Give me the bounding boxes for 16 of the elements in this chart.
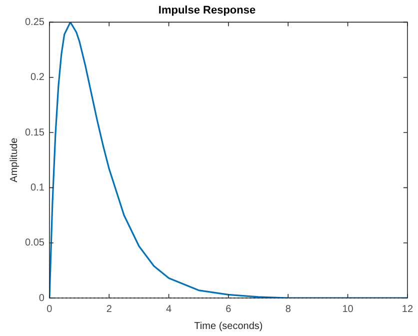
- y-tick-label: 0.05: [24, 238, 45, 249]
- y-tick-label: 0.15: [24, 127, 45, 138]
- y-tick-label: 0: [38, 292, 45, 304]
- x-tick-label: 0: [46, 304, 53, 315]
- x-axis-title: Time (seconds): [194, 320, 263, 332]
- y-tick-label: 0.2: [30, 72, 45, 84]
- x-tick-label: 10: [342, 304, 354, 315]
- y-tick-label: 0.1: [30, 182, 45, 194]
- x-tick-label: 12: [402, 304, 414, 315]
- x-tick-label: 6: [226, 304, 232, 315]
- x-tick-label: 8: [285, 304, 292, 315]
- y-axis-title: Amplitude: [8, 137, 20, 182]
- chart-title: Impulse Response: [158, 4, 256, 17]
- y-tick-label: 0.25: [24, 16, 45, 28]
- x-tick-label: 4: [166, 304, 172, 315]
- x-tick-label: 2: [106, 304, 112, 315]
